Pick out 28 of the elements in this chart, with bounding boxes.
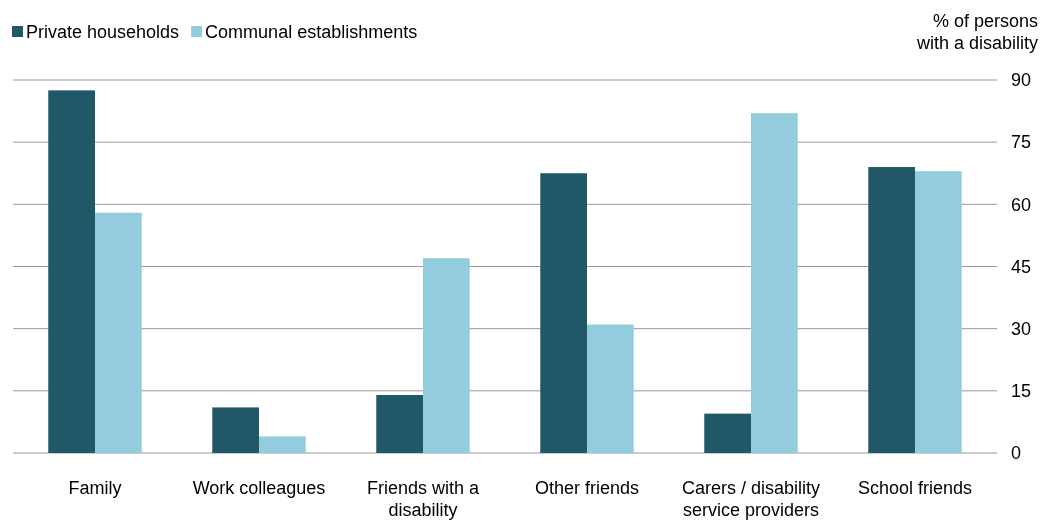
y-tick-label: 75 <box>1011 132 1032 153</box>
legend-label: Private households <box>26 22 180 42</box>
bar <box>868 167 915 453</box>
bar <box>48 90 95 453</box>
y-tick-label: 45 <box>1011 256 1032 277</box>
y-tick-label: 60 <box>1011 194 1032 215</box>
x-tick-label: Other friends <box>534 478 640 498</box>
bar <box>376 394 423 453</box>
x-tick-label: School friends <box>857 478 973 498</box>
bar <box>423 258 470 453</box>
bar <box>212 407 259 453</box>
y-tick-label: 90 <box>1011 70 1032 91</box>
y-tick-label: 15 <box>1011 381 1032 402</box>
x-tick-label: Carers / disability service providers <box>681 478 821 520</box>
y-tick-label: 30 <box>1011 318 1032 339</box>
bar <box>259 436 306 453</box>
bar <box>540 173 587 453</box>
x-tick-label: Family <box>68 478 122 498</box>
bar <box>704 413 751 453</box>
x-tick-label: Work colleagues <box>192 478 326 498</box>
bar <box>915 171 962 453</box>
bar <box>587 324 634 453</box>
y-axis-title: % of persons with a disability <box>915 11 1038 53</box>
x-tick-label: Friends with a disability <box>366 478 481 520</box>
bar <box>95 212 142 453</box>
y-tick-label: 0 <box>1011 443 1022 464</box>
bar <box>751 113 798 453</box>
legend-label: Communal establishments <box>205 22 418 42</box>
